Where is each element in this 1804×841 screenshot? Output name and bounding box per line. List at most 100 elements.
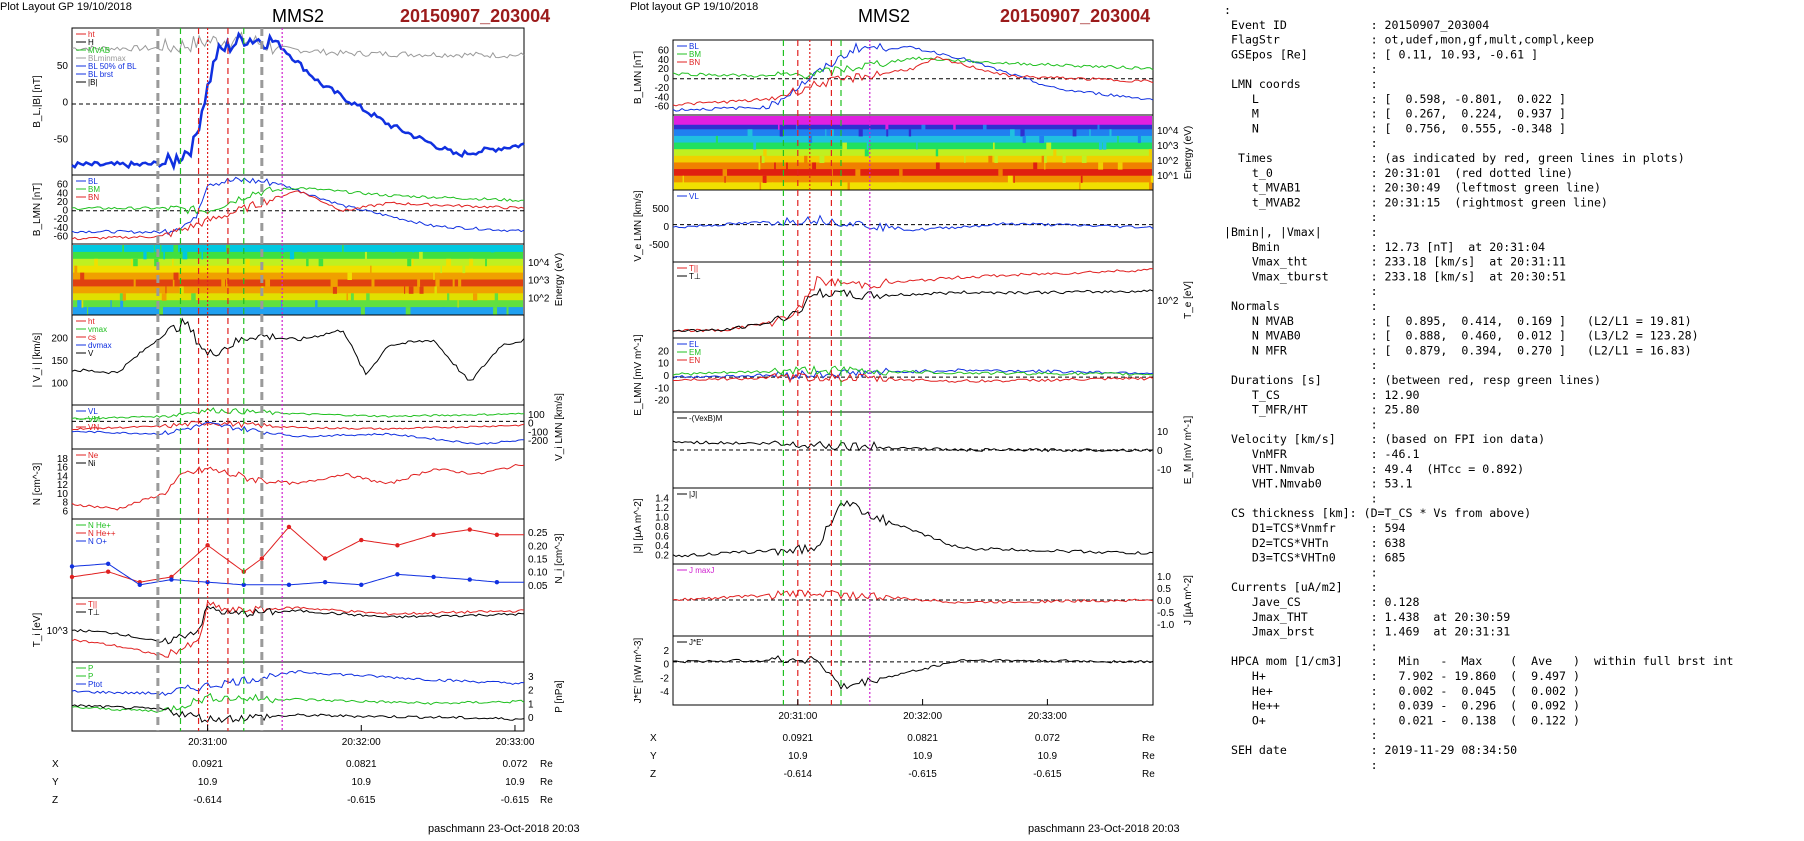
spectrogram-streak	[759, 182, 762, 190]
summary-line: :	[1224, 728, 1378, 742]
spectrogram-streak	[121, 293, 126, 301]
orbit-unit: Re	[540, 777, 553, 788]
spectrogram-streak	[786, 162, 788, 170]
series-point	[205, 580, 210, 585]
y-tick-label: 20	[658, 64, 670, 75]
spectrogram-streak	[758, 162, 761, 170]
y-tick-label: 10^4	[1157, 126, 1179, 137]
spectrogram-streak	[342, 245, 344, 253]
spectrogram-streak	[289, 251, 295, 260]
y-tick-label: 16	[57, 463, 69, 474]
y-tick-label: 100	[51, 379, 68, 390]
spectrogram-streak	[360, 307, 365, 315]
legend-entry: vmax	[88, 325, 107, 334]
y-tick-label: 0.4	[655, 541, 669, 552]
spectrogram-streak	[830, 129, 834, 137]
series-point	[359, 582, 364, 588]
y-tick-label: 0	[663, 660, 669, 671]
orbit-value: -0.615	[501, 795, 530, 806]
series-line	[672, 500, 1154, 558]
legend-entry: T⊥	[689, 272, 701, 281]
spectrogram-band	[674, 142, 1152, 150]
spectrogram-streak	[405, 307, 411, 315]
spectrogram-streak	[78, 300, 82, 308]
spectrogram-streak	[916, 142, 918, 150]
orbit-value: 10.9	[788, 751, 808, 762]
y-tick-label: 14	[57, 471, 69, 482]
spectrogram-streak	[989, 182, 993, 190]
y-tick-label: 6	[62, 506, 68, 517]
panel-frame	[672, 337, 1154, 413]
y-tick-label: 0	[663, 222, 669, 233]
series-line	[673, 372, 1154, 384]
summary-line: FlagStr : ot,udef,mon,gf,mult,compl,keep	[1224, 33, 1594, 47]
spectrogram-band	[674, 135, 1152, 144]
spectrogram-streak	[1079, 182, 1081, 190]
series-line	[71, 563, 524, 586]
spectrogram-band	[73, 251, 523, 260]
spectrogram-streak	[777, 122, 780, 130]
summary-line: D2=TCS*VHTn : 638	[1224, 536, 1406, 550]
spectrogram-streak	[191, 293, 196, 301]
spectrogram-streak	[1117, 135, 1119, 144]
summary-line: Velocity [km/s] : (based on FPI ion data…	[1224, 432, 1545, 446]
spectrogram-streak	[988, 155, 993, 163]
series-line	[672, 287, 1154, 333]
legend-entry: BM	[689, 50, 701, 59]
legend-entry: P	[88, 672, 93, 681]
spectrogram-band	[674, 169, 1152, 177]
series-point	[467, 527, 472, 532]
spectrogram-streak	[494, 293, 499, 301]
spectrogram-streak	[173, 272, 179, 280]
spectrogram-streak	[808, 135, 813, 144]
y-tick-label: 1.0	[655, 513, 669, 524]
spectrogram-streak	[457, 300, 459, 308]
spectrogram-streak	[77, 300, 79, 308]
spectrogram-streak	[265, 279, 271, 287]
spectrogram-streak	[417, 279, 421, 287]
legend-entry: VL	[689, 192, 699, 201]
series-line	[71, 463, 525, 511]
legend-entry: BL 50% of BL	[88, 62, 137, 71]
summary-line: D1=TCS*Vnmfr : 594	[1224, 521, 1406, 535]
legend-entry: MVAB	[88, 46, 110, 55]
spectrogram-streak	[407, 258, 412, 267]
spectrogram-streak	[87, 307, 89, 315]
spectrogram-streak	[864, 149, 869, 157]
panel-3: 10^4 10^3 10^2 Energy (eV)	[71, 243, 565, 316]
y-tick-label: -2	[660, 673, 669, 684]
y-axis-label: N_i [cm^-3]	[554, 533, 565, 583]
spectrogram-streak	[761, 155, 765, 163]
summary-line: VnMFR : -46.1	[1224, 447, 1419, 461]
summary-line: :	[1224, 3, 1231, 17]
legend-entry: BLminmax	[88, 54, 126, 63]
spectrogram-streak	[1150, 175, 1154, 183]
y-axis-label: | V_i | [km/s]	[32, 332, 43, 387]
y-tick-label: 500	[652, 204, 669, 215]
legend-entry: T||	[88, 600, 97, 609]
spectrogram-streak	[953, 122, 956, 130]
y-axis-label: V_i LMN [km/s]	[554, 393, 565, 461]
y-tick-label: -1.0	[1157, 620, 1175, 631]
spectrogram-streak	[1041, 155, 1045, 163]
x-tick-label: 20:31:00	[778, 711, 817, 722]
y-tick-label: 10^3	[528, 276, 550, 287]
spectrogram-streak	[161, 293, 167, 301]
spectrogram-band	[674, 122, 1152, 130]
figure-footer: paschmann 23-Oct-2018 20:03	[428, 823, 580, 835]
spectrogram-streak	[1022, 135, 1026, 144]
series-point	[322, 556, 328, 561]
figure-title: MMS2	[272, 6, 324, 26]
spectrogram-streak	[1098, 142, 1103, 150]
summary-line: GSEpos [Re] : [ 0.11, 10.93, -0.61 ]	[1224, 47, 1538, 61]
y-tick-label: 1.0	[1157, 572, 1171, 583]
middle-plot-figure: Plot layout GP 19/10/2018 MMS2 20150907_20…	[630, 1, 1194, 835]
spectrogram-streak	[371, 279, 375, 287]
spectrogram-streak	[435, 279, 440, 287]
spectrogram-streak	[120, 300, 124, 308]
y-axis-label: T_e [eV]	[1183, 281, 1194, 319]
series-line	[71, 186, 524, 215]
